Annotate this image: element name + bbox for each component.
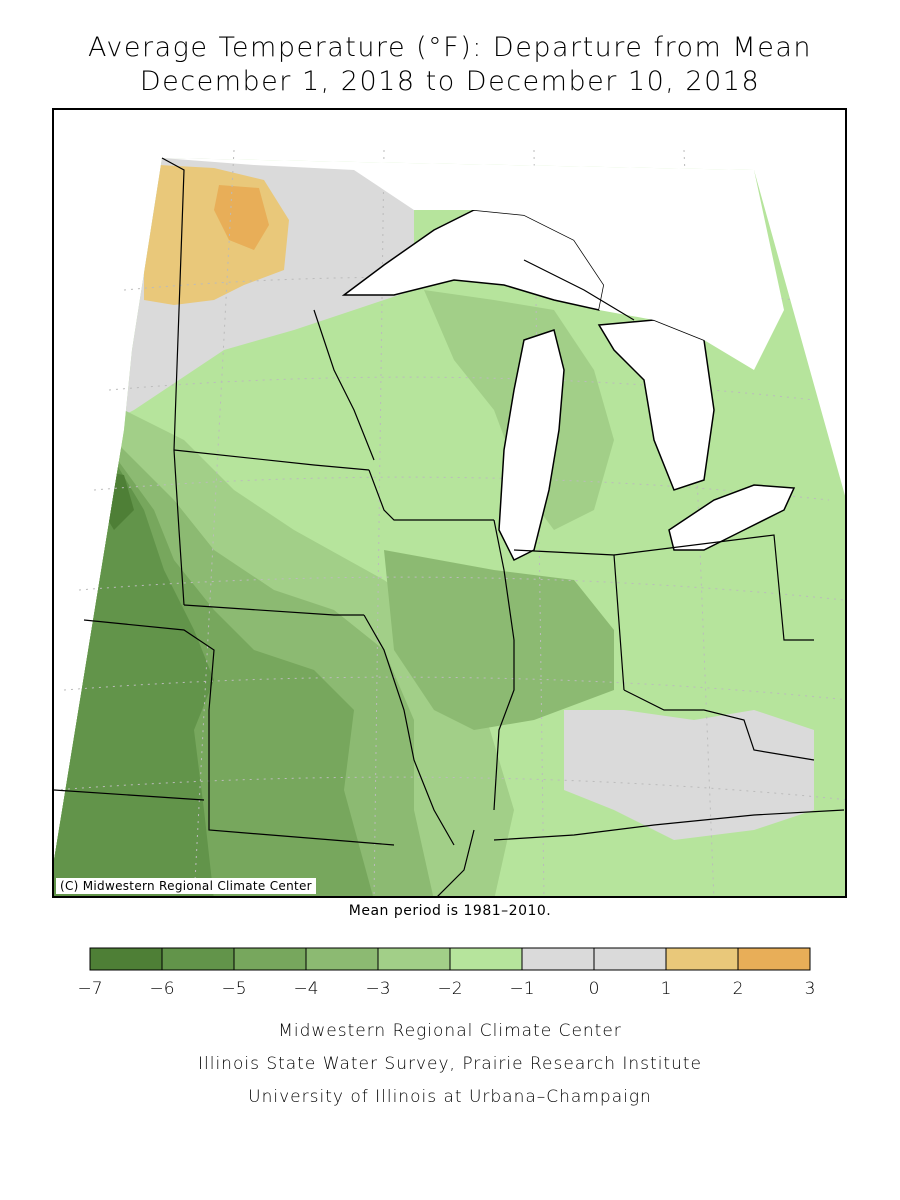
legend-bin-4: [377, 947, 451, 971]
state-boundaries: [54, 157, 845, 896]
region-minus4-to-minus3-central: [384, 550, 614, 730]
legend-bin-1: [161, 947, 235, 971]
legend-tick-label: 0: [589, 979, 600, 999]
legend-bin-7: [593, 947, 667, 971]
legend-tick-labels: −7 −6 −5 −4 −3 −2 −1 0 1 2 3: [77, 979, 815, 999]
temperature-departure-map: [54, 149, 845, 896]
legend-bin-9: [737, 947, 811, 971]
region-2-to-3: [214, 185, 269, 250]
mean-period-note: Mean period is 1981–2010.: [348, 903, 552, 919]
credit-line-2: Illinois State Water Survey, Prairie Res…: [198, 1054, 702, 1074]
credit-line-1: Midwestern Regional Climate Center: [278, 1021, 622, 1041]
lake-michigan: [498, 329, 565, 562]
legend-tick-label: −5: [221, 979, 246, 999]
canada-unshaded: [162, 158, 784, 370]
great-lakes: [341, 209, 796, 562]
legend-bin-5: [449, 947, 523, 971]
legend-tick-label: −1: [509, 979, 534, 999]
legend-bin-3: [305, 947, 379, 971]
map-title-line-2: December 1, 2018 to December 10, 2018: [139, 66, 761, 97]
legend-bin-6: [521, 947, 595, 971]
color-legend: −7 −6 −5 −4 −3 −2 −1 0 1 2 3: [77, 947, 815, 999]
legend-bins: [89, 947, 811, 971]
legend-tick-label: −7: [77, 979, 102, 999]
legend-tick-label: 1: [661, 979, 672, 999]
map-title-line-1: Average Temperature (°F): Departure from…: [88, 32, 812, 63]
legend-tick-label: −3: [365, 979, 390, 999]
legend-tick-label: 2: [733, 979, 744, 999]
legend-bin-8: [665, 947, 739, 971]
legend-tick-label: 3: [805, 979, 816, 999]
legend-tick-label: −2: [437, 979, 462, 999]
map-copyright: (C) Midwestern Regional Climate Center: [56, 878, 316, 894]
map-panel: (C) Midwestern Regional Climate Center: [52, 108, 847, 898]
lake-erie: [668, 484, 796, 551]
credit-line-3: University of Illinois at Urbana–Champai…: [248, 1087, 652, 1107]
legend-bin-0: [89, 947, 163, 971]
legend-tick-label: −6: [149, 979, 174, 999]
legend-bin-2: [233, 947, 307, 971]
legend-tick-label: −4: [293, 979, 318, 999]
